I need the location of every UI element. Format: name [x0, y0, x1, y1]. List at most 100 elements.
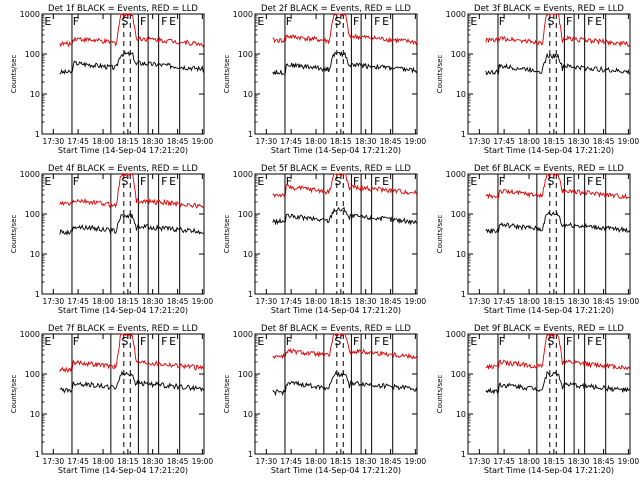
- events-series-line: [272, 370, 418, 397]
- region-letter: F: [161, 15, 167, 28]
- events-series-line: [485, 52, 631, 76]
- y-tick-label: 1000: [446, 170, 466, 179]
- plot-frame: [254, 333, 418, 455]
- chart-title: Det 2f BLACK = Events, RED = LLD: [261, 4, 411, 14]
- y-tick-label: 10: [243, 410, 253, 419]
- x-axis-label: Start Time (14-Sep-04 17:21:20): [271, 146, 401, 155]
- x-tick-label: 18:00: [92, 457, 114, 466]
- region-letter: S: [334, 15, 341, 28]
- y-axis-label: Counts/sec: [436, 55, 444, 94]
- region-letter: F: [161, 335, 167, 348]
- y-tick-label: 100: [451, 50, 466, 59]
- plot-frame: [467, 173, 631, 295]
- region-letter: E: [257, 175, 264, 188]
- x-tick-label: 18:15: [543, 457, 565, 466]
- chart-title: Det 8f BLACK = Events, RED = LLD: [261, 324, 411, 334]
- x-tick-label: 18:45: [167, 457, 189, 466]
- y-axis-label: Counts/sec: [436, 375, 444, 414]
- x-tick-label: 19:00: [405, 457, 427, 466]
- y-axis-label: Counts/sec: [10, 55, 18, 94]
- x-tick-label: 18:00: [305, 137, 327, 146]
- region-letter: E: [470, 175, 477, 188]
- x-axis-label: Start Time (14-Sep-04 17:21:20): [271, 466, 401, 475]
- region-letter: E: [169, 335, 176, 348]
- x-tick-label: 18:15: [117, 137, 139, 146]
- x-axis-label: Start Time (14-Sep-04 17:21:20): [484, 306, 614, 315]
- y-axis-label: Counts/sec: [223, 375, 231, 414]
- x-tick-label: 18:15: [330, 137, 352, 146]
- chart-panel: Det 6f BLACK = Events, RED = LLD 1 10 100 10…: [436, 164, 639, 315]
- y-tick-label: 10: [243, 90, 253, 99]
- region-letter: E: [257, 335, 264, 348]
- y-tick-label: 1: [35, 450, 40, 459]
- region-letter: F: [499, 335, 505, 348]
- x-tick-label: 19:00: [192, 457, 214, 466]
- x-tick-label: 18:30: [568, 137, 590, 146]
- y-tick-label: 100: [25, 370, 40, 379]
- chart-title: Det 1f BLACK = Events, RED = LLD: [48, 4, 198, 14]
- region-letter: F: [353, 335, 359, 348]
- region-letter: F: [353, 175, 359, 188]
- x-tick-label: 18:30: [355, 297, 377, 306]
- x-tick-label: 17:30: [469, 137, 491, 146]
- y-tick-label: 1000: [233, 10, 253, 19]
- y-tick-label: 1000: [233, 330, 253, 339]
- x-tick-label: 19:00: [618, 297, 640, 306]
- chart-title: Det 6f BLACK = Events, RED = LLD: [474, 164, 624, 174]
- region-letter: S: [334, 175, 341, 188]
- region-letter: F: [587, 335, 593, 348]
- region-letter: E: [595, 335, 602, 348]
- x-tick-label: 18:00: [518, 297, 540, 306]
- x-tick-label: 18:00: [92, 137, 114, 146]
- y-tick-label: 1: [35, 290, 40, 299]
- events-series-line: [272, 51, 418, 76]
- x-tick-label: 17:30: [469, 297, 491, 306]
- x-tick-label: 19:00: [192, 137, 214, 146]
- chart-title: Det 3f BLACK = Events, RED = LLD: [474, 4, 624, 14]
- lld-series-line: [485, 13, 631, 48]
- region-letter: S: [334, 335, 341, 348]
- y-axis-label: Counts/sec: [10, 375, 18, 414]
- lld-series-line: [272, 13, 418, 46]
- x-tick-label: 17:30: [43, 297, 65, 306]
- y-tick-label: 1: [461, 130, 466, 139]
- lld-series-line: [59, 13, 205, 48]
- lld-series-line: [59, 172, 205, 209]
- chart-panel: Det 3f BLACK = Events, RED = LLD 1 10 100 10…: [436, 4, 639, 155]
- events-series-line: [485, 211, 631, 235]
- y-tick-label: 1: [248, 450, 253, 459]
- x-tick-label: 17:30: [256, 137, 278, 146]
- chart-title: Det 4f BLACK = Events, RED = LLD: [48, 164, 198, 174]
- region-letter: E: [595, 175, 602, 188]
- x-tick-label: 18:15: [330, 297, 352, 306]
- region-letter: F: [73, 335, 79, 348]
- x-tick-label: 18:45: [380, 457, 402, 466]
- region-letter: F: [566, 15, 572, 28]
- region-letter: F: [140, 15, 146, 28]
- y-tick-label: 10: [456, 410, 466, 419]
- x-tick-label: 18:30: [142, 297, 164, 306]
- y-tick-label: 1000: [20, 170, 40, 179]
- lld-series-line: [272, 333, 418, 360]
- x-tick-label: 17:45: [493, 457, 515, 466]
- region-letter: F: [566, 175, 572, 188]
- y-tick-label: 1000: [20, 10, 40, 19]
- x-tick-label: 18:30: [355, 137, 377, 146]
- x-tick-label: 18:45: [167, 137, 189, 146]
- events-series-line: [59, 212, 205, 237]
- y-axis-label: Counts/sec: [223, 215, 231, 254]
- x-tick-label: 17:45: [280, 137, 302, 146]
- y-tick-label: 1000: [20, 330, 40, 339]
- x-tick-label: 17:45: [493, 137, 515, 146]
- events-series-line: [485, 370, 631, 395]
- region-letter: F: [374, 335, 380, 348]
- region-letter: E: [470, 15, 477, 28]
- y-tick-label: 1000: [446, 330, 466, 339]
- chart-panel: Det 5f BLACK = Events, RED = LLD 1 10 100 10…: [223, 164, 426, 315]
- region-letter: F: [587, 175, 593, 188]
- region-letter: S: [547, 15, 554, 28]
- region-letter: E: [44, 175, 51, 188]
- y-tick-label: 1000: [233, 170, 253, 179]
- x-tick-label: 18:15: [543, 297, 565, 306]
